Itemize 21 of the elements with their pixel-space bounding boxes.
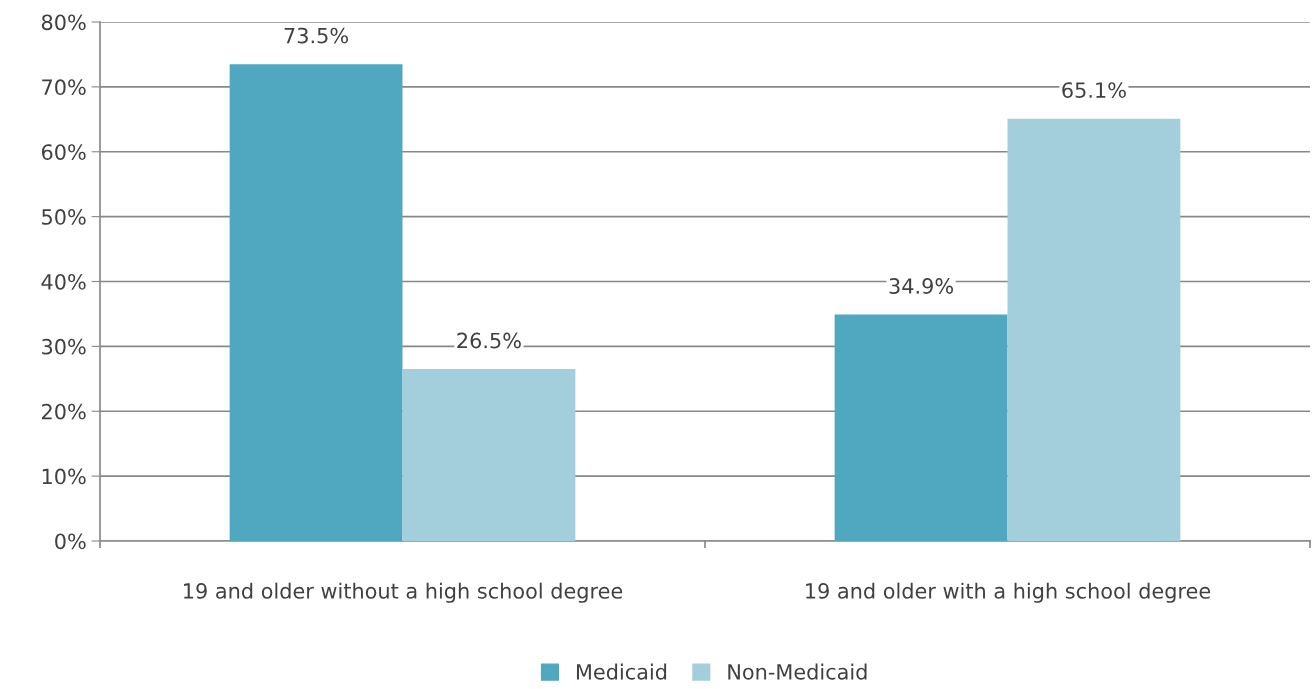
x-tick-label: 19 and older with a high school degree — [806, 582, 1211, 603]
y-tick-label: 40% — [41, 273, 86, 290]
bar — [834, 314, 1008, 541]
data-label: 34.9% — [889, 278, 954, 294]
x-tick-label: 19 and older without a high school degree — [184, 582, 623, 603]
legend-label: Non-Medicaid — [728, 663, 867, 680]
bar — [1007, 118, 1181, 541]
y-tick-label: 20% — [42, 403, 86, 420]
legend-label: Medicaid — [576, 663, 667, 680]
y-tick-label: 0% — [55, 533, 86, 550]
bar — [402, 369, 576, 541]
y-tick-label: 10% — [42, 468, 86, 485]
y-tick-label: 30% — [42, 338, 86, 355]
y-tick-label: 70% — [42, 79, 86, 96]
y-tick-label: 80% — [41, 14, 86, 31]
data-label: 26.5% — [457, 332, 521, 349]
data-label: 65.1% — [1062, 82, 1126, 98]
bar — [229, 64, 403, 541]
y-tick-label: 50% — [42, 209, 86, 225]
y-tick-label: 60% — [41, 144, 86, 160]
data-label: 73.5% — [284, 27, 349, 44]
